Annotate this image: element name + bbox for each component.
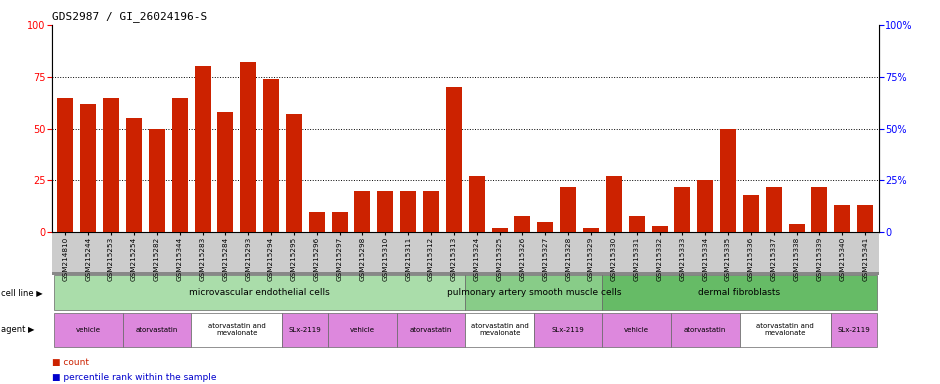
Bar [377, 191, 393, 232]
Bar [538, 222, 554, 232]
Bar [286, 114, 302, 232]
Bar [651, 226, 667, 232]
Text: cell line ▶: cell line ▶ [1, 288, 42, 297]
Text: atorvastatin: atorvastatin [410, 327, 452, 333]
Bar [492, 228, 508, 232]
Bar [811, 187, 827, 232]
Text: atorvastatin and
mevalonate: atorvastatin and mevalonate [208, 323, 266, 336]
Bar [857, 205, 873, 232]
Bar [560, 187, 576, 232]
Bar [400, 191, 416, 232]
Bar [469, 176, 485, 232]
Text: atorvastatin: atorvastatin [135, 327, 178, 333]
Text: dermal fibroblasts: dermal fibroblasts [698, 288, 780, 297]
Text: ■ percentile rank within the sample: ■ percentile rank within the sample [52, 372, 216, 382]
Bar [103, 98, 119, 232]
Text: SLx-2119: SLx-2119 [289, 327, 321, 333]
Text: atorvastatin: atorvastatin [684, 327, 727, 333]
Text: atorvastatin and
mevalonate: atorvastatin and mevalonate [757, 323, 814, 336]
Bar [354, 191, 370, 232]
Bar [80, 104, 96, 232]
Bar [423, 191, 439, 232]
Bar [697, 180, 713, 232]
Bar [149, 129, 164, 232]
Bar [57, 98, 73, 232]
Text: vehicle: vehicle [624, 327, 650, 333]
Text: pulmonary artery smooth muscle cells: pulmonary artery smooth muscle cells [446, 288, 621, 297]
Bar [241, 62, 257, 232]
Bar [172, 98, 188, 232]
Text: vehicle: vehicle [350, 327, 375, 333]
Bar [217, 112, 233, 232]
Text: agent ▶: agent ▶ [1, 325, 35, 334]
Bar [743, 195, 759, 232]
Text: SLx-2119: SLx-2119 [552, 327, 585, 333]
Bar [446, 87, 462, 232]
Bar [126, 118, 142, 232]
Text: microvascular endothelial cells: microvascular endothelial cells [189, 288, 330, 297]
Bar [263, 79, 279, 232]
Bar [674, 187, 690, 232]
Bar [514, 216, 530, 232]
Bar [583, 228, 599, 232]
Text: SLx-2119: SLx-2119 [838, 327, 870, 333]
Bar [606, 176, 622, 232]
Bar [789, 224, 805, 232]
Bar [195, 66, 211, 232]
Text: atorvastatin and
mevalonate: atorvastatin and mevalonate [471, 323, 528, 336]
Bar [835, 205, 851, 232]
Bar [766, 187, 782, 232]
Bar [332, 212, 348, 232]
Text: vehicle: vehicle [76, 327, 101, 333]
Bar [629, 216, 645, 232]
Bar [308, 212, 324, 232]
Bar [720, 129, 736, 232]
Text: GDS2987 / GI_26024196-S: GDS2987 / GI_26024196-S [52, 12, 207, 22]
Text: ■ count: ■ count [52, 358, 88, 367]
